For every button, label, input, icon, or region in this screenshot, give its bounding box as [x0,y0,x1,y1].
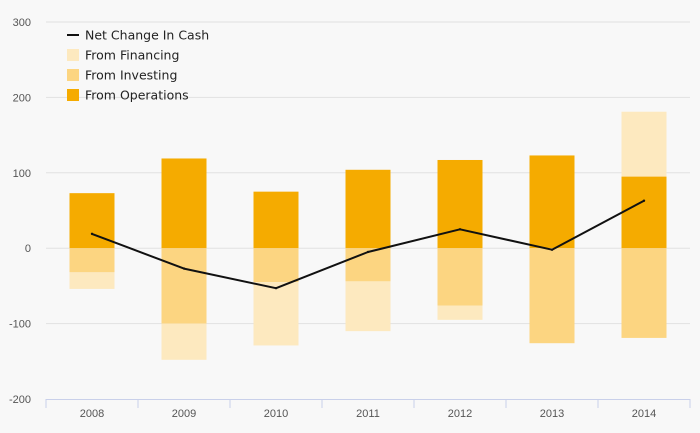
bar-from-financing-2009[interactable] [161,323,207,360]
y-tick-label: 100 [13,168,31,180]
x-axis [45,399,691,408]
legend-swatch [67,89,79,101]
y-tick-label: -100 [9,319,31,331]
bar-from-operations-2012[interactable] [437,159,483,249]
bar-from-financing-2010[interactable] [253,282,299,346]
net-change-point [458,228,462,231]
bar-from-operations-2013[interactable] [529,155,575,249]
legend-item-from-financing[interactable]: From Financing [67,48,179,63]
bar-from-operations-2009[interactable] [161,158,207,249]
bar-from-operations-2014[interactable] [621,176,667,249]
x-tick-label: 2008 [80,408,104,420]
y-axis-ticks: 300 200 100 0 -100 -200 [9,17,31,406]
bar-from-financing-2008[interactable] [69,272,115,289]
bar-from-investing-2010[interactable] [253,248,299,283]
legend-label: From Investing [85,68,177,83]
legend-swatch [67,49,79,61]
net-change-point [274,286,278,290]
legend-label: Net Change In Cash [85,28,209,43]
y-tick-label: 300 [13,17,31,29]
y-tick-label: -200 [9,394,31,406]
net-change-point [90,232,94,236]
x-tick-label: 2009 [172,408,196,420]
legend-item-from-investing[interactable]: From Investing [67,68,177,83]
bar-from-operations-2010[interactable] [253,191,299,249]
net-change-point [366,250,370,254]
x-tick-label: 2012 [448,408,472,420]
x-tick-label: 2011 [356,408,380,420]
net-change-point [550,248,554,251]
x-tick-label: 2010 [264,408,288,420]
bar-from-financing-2011[interactable] [345,281,391,332]
bar-from-investing-2011[interactable] [345,248,391,282]
x-axis-ticks: 2008 2009 2010 2011 2012 2013 2014 [80,408,656,420]
net-change-point [642,199,646,202]
legend-item-net-change-in-cash[interactable]: Net Change In Cash [67,28,209,43]
bar-from-financing-2014[interactable] [621,111,667,177]
net-change-point [182,267,186,270]
bar-from-financing-2012[interactable] [437,305,483,320]
y-tick-label: 200 [13,92,31,104]
bar-from-investing-2013[interactable] [529,248,575,344]
x-tick-label: 2013 [540,408,564,420]
legend-item-from-operations[interactable]: From Operations [67,88,189,103]
bar-from-investing-2012[interactable] [437,248,483,306]
bar-from-investing-2009[interactable] [161,248,207,324]
bar-from-operations-2011[interactable] [345,169,391,249]
x-tick-label: 2014 [632,408,656,420]
legend-label: From Financing [85,48,179,63]
legend-swatch [67,69,79,81]
bar-from-investing-2014[interactable] [621,248,667,338]
bar-from-investing-2008[interactable] [69,248,115,273]
legend-label: From Operations [85,88,189,103]
net-change-line [90,199,646,290]
legend[interactable]: Net Change In Cash From Financing From Inv… [67,28,209,103]
bars [69,111,667,360]
y-tick-label: 0 [25,243,31,255]
